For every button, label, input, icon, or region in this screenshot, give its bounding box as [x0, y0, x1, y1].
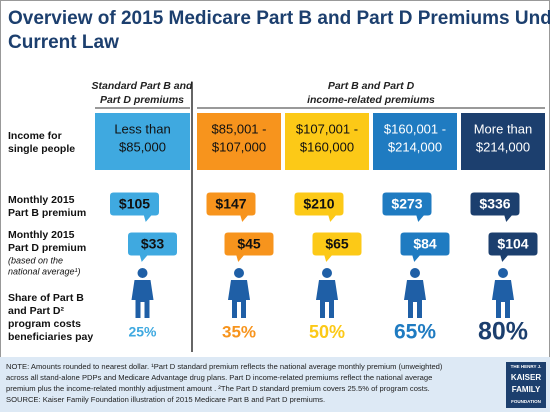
- group-header: Part B and Part D: [328, 80, 415, 92]
- person-icon-body: [316, 280, 338, 318]
- logo-text: FAMILY: [512, 385, 541, 394]
- income-label: $214,000: [476, 139, 530, 154]
- income-box: [461, 113, 545, 170]
- person-icon-body: [228, 280, 250, 318]
- row-label-note: national average¹): [8, 266, 81, 276]
- logo-text: THE HENRY J.: [511, 364, 542, 369]
- part-d-value: $45: [237, 236, 261, 252]
- income-box: [285, 113, 369, 170]
- income-label: $107,001 -: [296, 121, 358, 136]
- income-label: $85,001 -: [212, 121, 267, 136]
- part-b-value: $210: [303, 196, 334, 212]
- income-label: $214,000: [388, 139, 442, 154]
- part-b-value: $336: [479, 196, 510, 212]
- part-d-value: $84: [413, 236, 437, 252]
- notes-background: [0, 357, 550, 412]
- income-label: $107,000: [212, 139, 266, 154]
- logo-text: FOUNDATION: [511, 399, 541, 404]
- part-d-bubble: [487, 231, 539, 265]
- row-label: Monthly 2015: [8, 229, 75, 241]
- income-label: $85,000: [119, 139, 166, 154]
- title: Current Law: [8, 32, 119, 53]
- row-label: Part D premium: [8, 242, 86, 254]
- part-d-value: $33: [141, 236, 165, 252]
- income-box: [197, 113, 281, 170]
- row-label: Part B premium: [8, 207, 86, 219]
- logo-text: KAISER: [511, 373, 541, 382]
- group-header: Part D premiums: [100, 94, 184, 106]
- income-label: $160,001 -: [384, 121, 446, 136]
- share-value: 50%: [309, 322, 345, 342]
- person-icon-head: [137, 268, 148, 278]
- income-label: Less than: [114, 121, 170, 136]
- part-b-bubble: [109, 191, 160, 225]
- income-box: [373, 113, 457, 170]
- note: premium plus the income-related monthly …: [6, 384, 430, 393]
- row-label: and Part D²: [8, 305, 65, 317]
- part-b-bubble: [469, 191, 521, 225]
- person-icon-head: [322, 268, 332, 278]
- income-box: [95, 113, 190, 170]
- person-icon-head: [410, 268, 420, 278]
- title: Overview of 2015 Medicare Part B and Par…: [8, 8, 550, 29]
- group-header: Standard Part B and: [92, 80, 194, 92]
- row-label: Share of Part B: [8, 292, 84, 304]
- share-value: 80%: [478, 318, 528, 346]
- row-label: Income for: [8, 130, 62, 142]
- row-label: beneficiaries pay: [8, 331, 93, 343]
- part-d-bubble: [311, 231, 363, 265]
- part-b-value: $273: [391, 196, 422, 212]
- share-value: 25%: [128, 324, 157, 340]
- person-icon-body: [131, 280, 154, 318]
- note: across all stand-alone PDPs and Medicare…: [6, 373, 432, 382]
- share-value: 65%: [394, 321, 436, 344]
- share-value: 35%: [222, 322, 256, 341]
- part-d-bubble: [223, 231, 275, 265]
- part-b-bubble: [293, 191, 345, 225]
- row-label-note: (based on the: [8, 255, 63, 265]
- person-icon-head: [234, 268, 244, 278]
- income-label: $160,000: [300, 139, 354, 154]
- part-b-bubble: [381, 191, 433, 225]
- part-d-value: $65: [325, 236, 349, 252]
- note: NOTE: Amounts rounded to nearest dollar.…: [6, 362, 443, 371]
- row-label: Monthly 2015: [8, 194, 75, 206]
- group-header: income-related premiums: [307, 94, 435, 106]
- income-label: More than: [474, 121, 533, 136]
- row-label: program costs: [8, 318, 81, 330]
- logo-box: [506, 362, 546, 408]
- person-icon-head: [498, 268, 508, 278]
- person-icon-body: [404, 280, 426, 318]
- part-b-value: $147: [215, 196, 246, 212]
- part-d-value: $104: [497, 236, 528, 252]
- part-b-bubble: [205, 191, 257, 225]
- part-d-bubble: [399, 231, 451, 265]
- person-icon-body: [492, 280, 514, 318]
- row-label: single people: [8, 143, 75, 155]
- part-d-bubble: [127, 231, 178, 265]
- note: SOURCE: Kaiser Family Foundation illustr…: [6, 395, 325, 404]
- part-b-value: $105: [119, 196, 150, 212]
